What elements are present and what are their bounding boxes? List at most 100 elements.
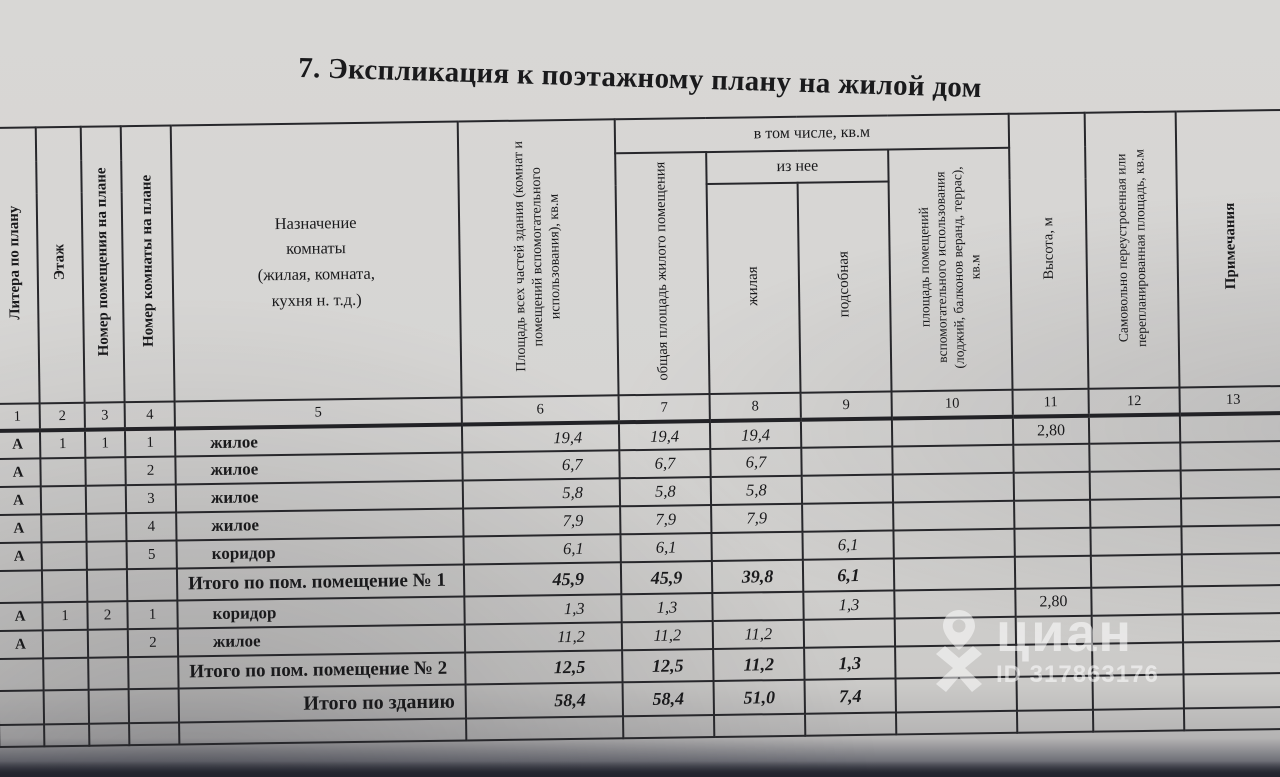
header-ploshchad-vspomogatelnogo: площадь помещений вспомогательного испол…	[888, 147, 1013, 392]
cell-col13	[1183, 706, 1280, 731]
header-nomer-komnaty: Номер комнаты на плане	[120, 125, 175, 403]
cell-col7: 45,9	[620, 561, 713, 595]
column-number: 6	[461, 395, 619, 425]
cell-col11	[1014, 499, 1091, 529]
cell-col10	[893, 556, 1016, 591]
cell-col11	[1013, 443, 1090, 473]
cell-col11	[1015, 615, 1093, 645]
header-primechaniya-label: Примечания	[1222, 202, 1240, 290]
cell-col5	[179, 718, 467, 745]
cell-col13	[1183, 640, 1280, 675]
cell-col4: 2	[125, 456, 176, 486]
cell-col5: Итого по зданию	[178, 684, 467, 723]
cell-col6: 12,5	[465, 650, 623, 685]
cell-col12	[1090, 526, 1182, 556]
header-nomer-komnaty-label: Номер комнаты на плане	[138, 175, 157, 348]
cell-col11: 2,80	[1012, 415, 1090, 445]
cell-col12	[1090, 498, 1182, 528]
cell-col9: 6,1	[802, 530, 894, 560]
cell-col2	[43, 689, 90, 725]
page-title: 7. Экспликация к поэтажному плану на жил…	[297, 51, 983, 105]
cell-col3	[86, 541, 127, 570]
column-number: 7	[618, 394, 710, 423]
cell-col12	[1088, 414, 1181, 444]
header-obshchaya-ploshchad: общая площадь жилого помещения	[615, 152, 710, 396]
cell-col2	[42, 629, 89, 659]
header-zhilaya: жилая	[706, 182, 801, 395]
cell-col1: А	[0, 514, 42, 543]
column-number: 8	[709, 392, 801, 422]
cell-col13	[1180, 468, 1280, 499]
cell-col5: жилое	[175, 452, 463, 485]
cell-col7: 5,8	[619, 477, 712, 507]
cell-col3	[88, 689, 130, 724]
cell-col12	[1090, 554, 1183, 588]
cell-col12	[1091, 586, 1183, 616]
header-group-v-tom-chisle: в том числе, кв.м	[614, 113, 1010, 154]
cell-col2	[40, 485, 87, 515]
cell-col12	[1092, 642, 1184, 676]
cell-col10	[895, 644, 1017, 679]
cell-col10	[891, 416, 1014, 447]
cell-col8: 51,0	[713, 679, 805, 715]
cell-col13	[1183, 672, 1280, 709]
cell-col8: 11,2	[712, 619, 805, 650]
cell-col11	[1016, 675, 1094, 711]
header-vysota-label: Высота, м	[1040, 217, 1057, 281]
cell-col4: 4	[126, 512, 177, 542]
cell-col2: 1	[42, 601, 88, 631]
cell-col11	[1014, 527, 1091, 557]
cell-col3	[86, 569, 128, 602]
cell-col9: 7,4	[804, 678, 896, 714]
column-number: 9	[800, 391, 892, 420]
cell-col6: 7,9	[463, 506, 621, 537]
explication-table-wrap: Литера по плану Этаж Номер помещения на …	[0, 109, 1280, 748]
cell-col1: А	[0, 430, 41, 460]
header-obshchaya-ploshchad-label: общая площадь жилого помещения	[652, 161, 672, 381]
cell-col2	[43, 657, 89, 691]
cell-col8	[714, 713, 806, 737]
cell-col6: 6,7	[462, 450, 620, 481]
cell-col9	[803, 618, 896, 648]
cell-col2	[41, 513, 87, 543]
cell-col8	[711, 531, 803, 562]
header-etazh: Этаж	[35, 126, 85, 404]
cell-col7: 19,4	[618, 421, 711, 451]
cell-col10	[893, 500, 1015, 531]
column-number: 10	[891, 389, 1013, 419]
cell-col8: 5,8	[710, 475, 803, 506]
cell-col2	[41, 569, 88, 603]
header-nomer-pomeshcheniya-label: Номер помещения на плане	[92, 167, 112, 357]
cell-col8: 11,2	[713, 647, 805, 681]
cell-col3	[88, 657, 129, 690]
header-litera: Литера по плану	[0, 127, 40, 405]
cell-col3	[85, 485, 127, 514]
cell-col4	[128, 656, 179, 690]
cell-col1	[0, 570, 43, 603]
cell-col5: Итого по пом. помещение № 1	[176, 564, 465, 601]
cell-col6	[466, 716, 624, 741]
cell-col11: 2,80	[1015, 587, 1092, 617]
header-samovolno: Самовольно переустроенная или перепланир…	[1084, 111, 1180, 389]
cell-col10	[892, 444, 1014, 475]
cell-col4: 1	[124, 428, 176, 458]
cell-col10	[892, 472, 1015, 503]
column-number: 2	[39, 402, 85, 431]
cell-col1	[0, 724, 45, 747]
header-podsobnaya-label: подсобная	[835, 251, 853, 318]
cell-col7: 11,2	[621, 621, 714, 651]
cell-col13	[1182, 584, 1280, 615]
cell-col1: А	[0, 486, 42, 515]
cell-col12	[1093, 708, 1185, 732]
cell-col3	[87, 629, 129, 658]
cell-col11	[1017, 709, 1094, 733]
header-ploshchad-vsekh-chastey: Площадь всех частей здания (комнат и пом…	[457, 119, 619, 398]
cell-col10	[893, 528, 1015, 559]
cell-col8: 39,8	[711, 559, 804, 594]
cell-col3	[86, 513, 127, 542]
cell-col6: 1,3	[464, 594, 622, 625]
cell-col12	[1091, 614, 1184, 644]
cell-col5: Итого по пом. помещение № 2	[178, 652, 466, 689]
header-nomer-pomeshcheniya: Номер помещения на плане	[80, 126, 125, 403]
